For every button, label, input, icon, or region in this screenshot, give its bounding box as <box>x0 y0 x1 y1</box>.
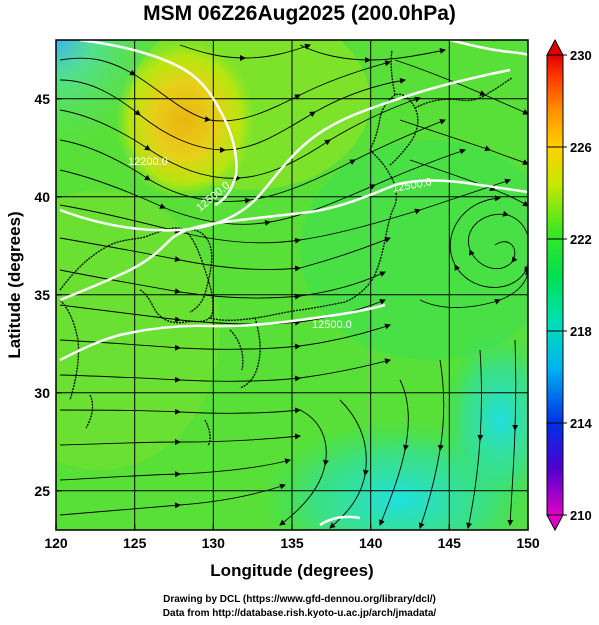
y-tick-label: 40 <box>34 189 50 205</box>
colorbar-tick-label: 230 <box>570 48 592 63</box>
y-axis-label: Latitude (degrees) <box>5 211 24 358</box>
x-axis-label: Longitude (degrees) <box>210 561 373 580</box>
x-tick-label: 135 <box>280 535 304 551</box>
colorbar-tick-label: 226 <box>570 140 592 155</box>
credit-data-source: Data from http://database.rish.kyoto-u.a… <box>162 608 437 619</box>
x-tick-label: 130 <box>202 535 226 551</box>
y-tick-label: 25 <box>34 483 50 499</box>
x-tick-label: 150 <box>516 535 540 551</box>
y-tick-label: 30 <box>34 385 50 401</box>
colorbar-tick-label: 222 <box>570 232 592 247</box>
chart-title: MSM 06Z26Aug2025 (200.0hPa) <box>143 2 456 25</box>
x-tick-label: 140 <box>359 535 383 551</box>
colorbar-tick-label: 218 <box>570 324 592 339</box>
axis-ticks <box>55 98 529 530</box>
colorbar-tick-label: 214 <box>570 416 592 431</box>
y-tick-label: 45 <box>34 91 50 107</box>
x-tick-label: 120 <box>44 535 68 551</box>
colorbar-tick-label: 210 <box>570 508 592 523</box>
y-tick-label: 35 <box>34 287 50 303</box>
x-tick-label: 145 <box>438 535 462 551</box>
height-contours <box>59 40 528 527</box>
colorbar: 210 214 218 222 226 230 <box>546 38 592 532</box>
map-field: 12200.0 12500.0 12500.0 12500.0 <box>56 40 528 530</box>
x-tick-label: 125 <box>123 535 147 551</box>
credit-drawing: Drawing by DCL (https://www.gfd-dennou.o… <box>163 594 436 605</box>
streamlines <box>59 43 528 529</box>
contour-label: 12500.0 <box>312 319 352 331</box>
contour-label: 12200.0 <box>128 156 168 168</box>
